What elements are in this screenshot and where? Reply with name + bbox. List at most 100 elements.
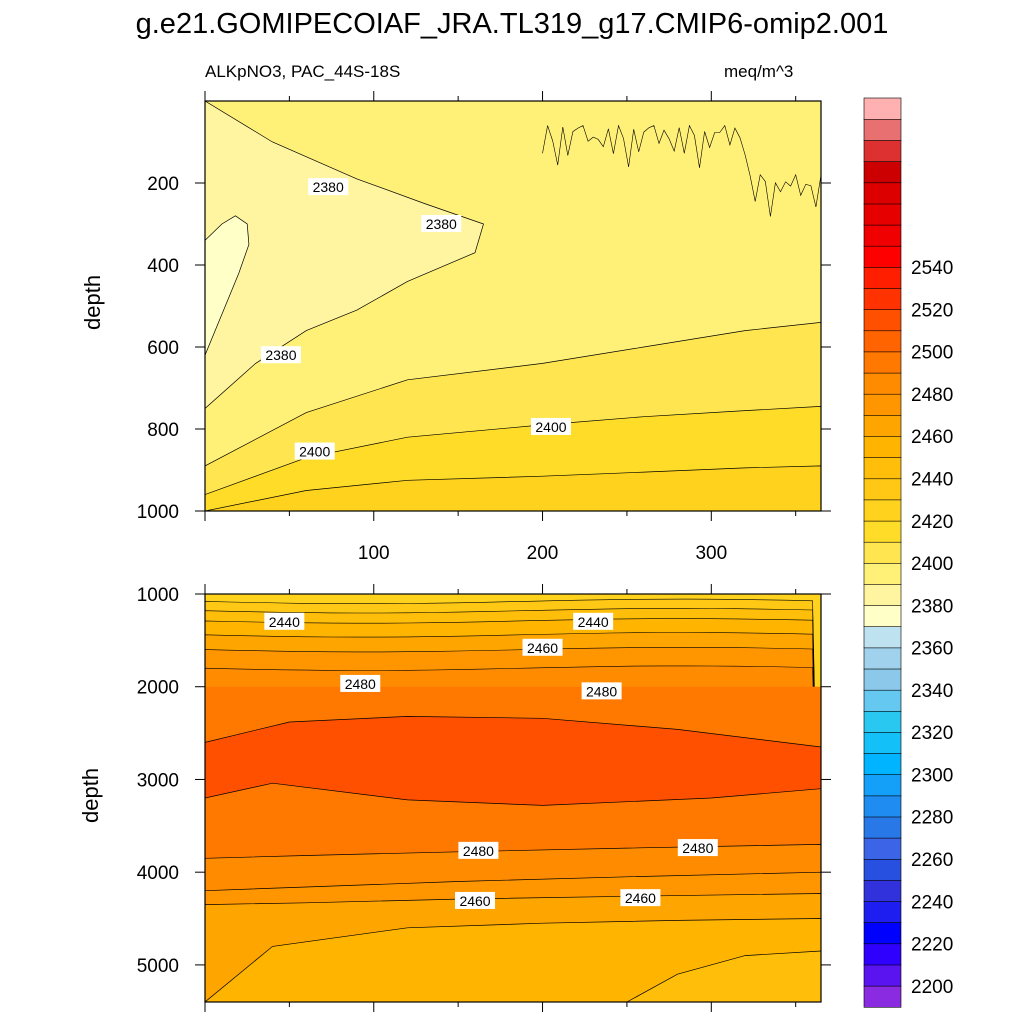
upper-panel: 2380 2380 2380 2400 2400 200 400 600 800 1000 100 2… bbox=[137, 91, 831, 564]
contour-label: 2480 bbox=[682, 840, 713, 856]
colorbar-box bbox=[863, 668, 902, 691]
colorbar-box bbox=[863, 943, 902, 966]
y-tick-label: 3000 bbox=[137, 770, 179, 791]
colorbar-box bbox=[863, 647, 902, 670]
contour-label: 2480 bbox=[345, 676, 376, 692]
lower-contour-label: 2440 bbox=[573, 612, 614, 630]
y-tick-label: 200 bbox=[147, 174, 179, 195]
contour-label-bg bbox=[522, 638, 563, 656]
colorbar-tick-label: 2460 bbox=[911, 427, 953, 448]
colorbar-tick-label: 2500 bbox=[911, 343, 953, 364]
upper-fields bbox=[205, 101, 821, 511]
band-2410 bbox=[205, 465, 821, 511]
contour-label: 2440 bbox=[578, 614, 609, 630]
lower-contour-label: 2480 bbox=[677, 839, 718, 857]
contour-label-bg bbox=[308, 178, 349, 196]
contour-label: 2380 bbox=[265, 347, 296, 363]
colorbar-box bbox=[863, 879, 902, 902]
upper-contour-label: 2380 bbox=[421, 215, 462, 232]
deep-band-2440 bbox=[626, 950, 821, 1002]
colorbar-tick-label: 2420 bbox=[911, 512, 953, 533]
colorbar-box bbox=[863, 583, 902, 606]
colorbar: 2200 2220 2240 2260 2280 2300 2320 2340 2360 2380… bbox=[863, 97, 953, 1008]
band-2380 bbox=[205, 101, 484, 409]
lower-contour-label: 2460 bbox=[620, 889, 661, 907]
colorbar-box bbox=[863, 541, 902, 564]
colorbar-box bbox=[863, 689, 902, 712]
colorbar-box bbox=[863, 710, 902, 733]
contour-label-bg bbox=[620, 889, 661, 907]
colorbar-box bbox=[863, 118, 902, 141]
y-tick-label: 600 bbox=[147, 338, 179, 359]
colorbar-tick-label: 2520 bbox=[911, 300, 953, 321]
contour-label: 2400 bbox=[299, 444, 330, 460]
colorbar-box bbox=[863, 731, 902, 754]
colorbar-tick-label: 2240 bbox=[911, 892, 953, 913]
upper-contour-label: 2380 bbox=[308, 178, 349, 196]
colorbar-box bbox=[863, 182, 902, 205]
contour-label: 2460 bbox=[625, 890, 656, 906]
contour-label: 2380 bbox=[313, 179, 344, 195]
y-tick-label: 4000 bbox=[137, 863, 179, 884]
colorbar-box bbox=[863, 372, 902, 395]
subtitle-left: ALKpNO3, PAC_44S-18S bbox=[205, 62, 401, 81]
lower-contour-label: 2480 bbox=[581, 682, 622, 700]
colorbar-tick-label: 2440 bbox=[911, 470, 953, 491]
lower-contour-label: 2460 bbox=[522, 638, 563, 656]
colorbar-tick-label: 2360 bbox=[911, 639, 953, 660]
colorbar-box bbox=[863, 752, 902, 775]
colorbar-box bbox=[863, 626, 902, 649]
colorbar-box bbox=[863, 414, 902, 437]
figure-title: g.e21.GOMIPECOIAF_JRA.TL319_g17.CMIP6-om… bbox=[135, 8, 889, 40]
colorbar-box bbox=[863, 816, 902, 839]
colorbar-box bbox=[863, 287, 902, 310]
colorbar-box bbox=[863, 478, 902, 501]
lower-fields bbox=[205, 594, 821, 1002]
y-tick-label: 800 bbox=[147, 420, 179, 441]
colorbar-box bbox=[863, 604, 902, 627]
colorbar-box bbox=[863, 795, 902, 818]
colorbar-box bbox=[863, 435, 902, 458]
colorbar-box bbox=[863, 922, 902, 945]
upper-contour-label: 2400 bbox=[530, 417, 571, 435]
y-tick-label: 1000 bbox=[137, 502, 179, 523]
colorbar-box bbox=[863, 499, 902, 522]
band-2360 bbox=[205, 215, 250, 356]
core-2500 bbox=[205, 716, 821, 806]
lower-contour-label: 2480 bbox=[340, 674, 381, 692]
colorbar-box bbox=[863, 97, 902, 120]
colorbar-box bbox=[863, 203, 902, 226]
colorbar-box bbox=[863, 266, 902, 289]
colorbar-tick-label: 2480 bbox=[911, 385, 953, 406]
contour-label-bg bbox=[264, 612, 305, 630]
plot-frame bbox=[204, 593, 822, 1003]
colorbar-tick-label: 2540 bbox=[911, 258, 953, 279]
lower-panel: 2440 2440 2460 2480 2480 2480 2480 2460 2460 1000… bbox=[137, 584, 831, 1012]
contour-label: 2480 bbox=[463, 843, 494, 859]
contour-label-bg bbox=[677, 839, 718, 857]
contour-label-bg bbox=[530, 417, 571, 435]
colorbar-tick-label: 2380 bbox=[911, 596, 953, 617]
upper-contour-label: 2400 bbox=[294, 442, 335, 460]
contour-label-bg bbox=[455, 891, 496, 909]
lower-contour-label: 2460 bbox=[455, 891, 496, 909]
colorbar-box bbox=[863, 351, 902, 374]
contour-label: 2480 bbox=[586, 683, 617, 699]
contour-label-bg bbox=[340, 674, 381, 692]
colorbar-box bbox=[863, 161, 902, 184]
contour-label: 2380 bbox=[426, 216, 457, 232]
y-tick-label: 400 bbox=[147, 256, 179, 277]
contour-label-bg bbox=[260, 346, 301, 364]
contour-label: 2460 bbox=[527, 640, 558, 656]
colorbar-box bbox=[863, 858, 902, 881]
subtitle-right: meq/m^3 bbox=[724, 62, 794, 81]
colorbar-box bbox=[863, 774, 902, 797]
colorbar-tick-label: 2280 bbox=[911, 808, 953, 829]
colorbar-tick-label: 2300 bbox=[911, 766, 953, 787]
surface-contour bbox=[542, 124, 821, 217]
lower-contour-label: 2440 bbox=[264, 612, 305, 630]
colorbar-box bbox=[863, 393, 902, 416]
colorbar-box bbox=[863, 837, 902, 860]
upper-contour-label: 2380 bbox=[260, 346, 301, 364]
colorbar-tick-label: 2400 bbox=[911, 554, 953, 575]
